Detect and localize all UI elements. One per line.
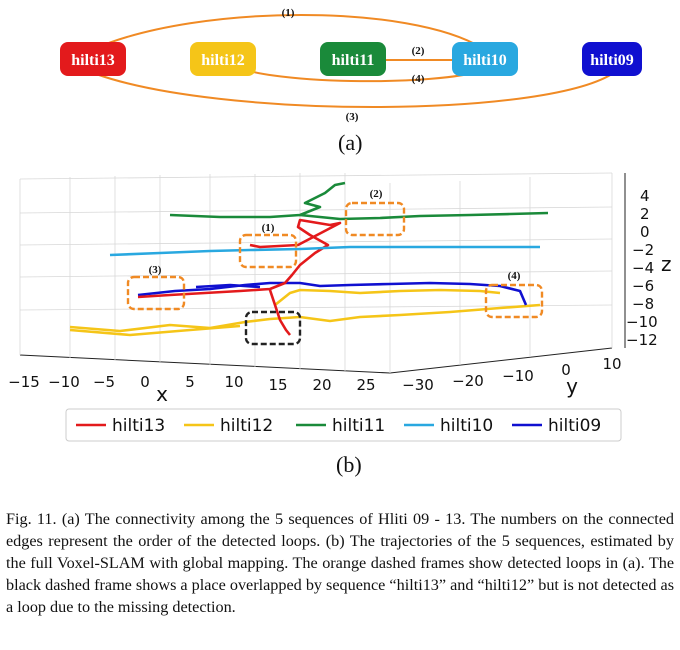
node-hilti13: hilti13: [60, 42, 126, 76]
y-axis-line: [389, 347, 613, 374]
node-label: hilti11: [332, 52, 375, 69]
z-tick: 2: [640, 205, 650, 223]
x-tick: −5: [93, 373, 115, 391]
edge-label-4: (4): [412, 73, 425, 85]
legend-label: hilti10: [440, 416, 493, 436]
loop-label-1: (1): [262, 222, 275, 234]
node-hilti12: hilti12: [190, 42, 256, 76]
x-tick: 20: [312, 376, 331, 394]
x-tick: 25: [356, 376, 375, 394]
x-tick: 15: [268, 376, 287, 394]
panel-label-a: (a): [338, 130, 363, 155]
connectivity-diagram: (1) (2) (4) (3) hilti13 hilti12 hilti11 …: [60, 7, 642, 123]
y-tick: 0: [561, 361, 571, 379]
edge-3: [95, 73, 613, 108]
legend-label: hilti11: [332, 416, 385, 436]
loop-frame-4: [484, 283, 544, 319]
trajectories: [69, 181, 549, 337]
loop-label-3: (3): [149, 264, 162, 276]
node-label: hilti13: [71, 52, 115, 69]
x-tick: 5: [185, 373, 195, 391]
node-box: [452, 42, 518, 76]
y-tick-labels: −30 −20 −10 0 10: [402, 355, 621, 394]
edge-label-1: (1): [282, 7, 295, 19]
node-label: hilti10: [463, 52, 507, 69]
legend-item-hilti13: hilti13: [76, 416, 165, 436]
y-tick: −10: [502, 367, 534, 385]
z-tick: −10: [626, 313, 658, 331]
node-box: [320, 42, 386, 76]
axes-frame: [19, 173, 626, 374]
z-axis-label: z: [661, 252, 672, 276]
legend-item-hilti09: hilti09: [512, 416, 601, 436]
edge-1: [95, 14, 483, 49]
z-tick: −2: [632, 241, 654, 259]
y-tick: −20: [452, 372, 484, 390]
loop-frame-3: [126, 275, 186, 311]
loop-label-2: (2): [370, 188, 383, 200]
node-box: [190, 42, 256, 76]
z-tick: 0: [640, 223, 650, 241]
node-box: [582, 42, 642, 76]
legend-item-hilti10: hilti10: [404, 416, 493, 436]
z-tick: 4: [640, 187, 650, 205]
y-tick: 10: [602, 355, 621, 373]
loop-frame-1: [238, 233, 298, 269]
node-hilti09: hilti09: [582, 42, 642, 76]
x-tick: 10: [224, 373, 243, 391]
legend-item-hilti11: hilti11: [296, 416, 385, 436]
x-tick-labels: −15 −10 −5 0 5 10 15 20 25: [8, 373, 375, 394]
z-tick: −12: [626, 331, 658, 349]
legend: hilti13 hilti12 hilti11 hilti10 hilti09: [65, 408, 622, 442]
node-label: hilti12: [201, 52, 245, 69]
x-tick: −10: [48, 373, 80, 391]
x-axis-line: [19, 354, 391, 374]
grid-lines: [19, 172, 613, 373]
legend-label: hilti09: [548, 416, 601, 436]
trajectory-hilti10: [109, 245, 540, 257]
trajectory-hilti11: [169, 181, 549, 221]
edge-label-3: (3): [346, 111, 359, 123]
legend-box: [65, 408, 622, 442]
legend-item-hilti12: hilti12: [184, 416, 273, 436]
node-box: [60, 42, 126, 76]
loop-frame-2: [344, 201, 406, 237]
node-label: hilti09: [590, 52, 634, 69]
figure-caption: Fig. 11. (a) The connectivity among the …: [6, 508, 674, 618]
missed-loop-frame: [244, 310, 302, 346]
x-tick: 0: [140, 373, 150, 391]
loop-frames: [126, 201, 544, 346]
trajectory-plot: (1) (2) (3) (4) −15 −10 −5 0 5 10 15 20 …: [8, 172, 672, 442]
node-hilti10: hilti10: [452, 42, 518, 76]
y-axis-label: y: [566, 374, 578, 398]
z-tick-labels: 4 2 0 −2 −4 −6 −8 −10 −12: [626, 187, 658, 349]
loop-label-4: (4): [508, 270, 521, 282]
legend-label: hilti12: [220, 416, 273, 436]
edge-label-2: (2): [412, 45, 425, 57]
legend-label: hilti13: [112, 416, 165, 436]
y-tick: −30: [402, 376, 434, 394]
x-tick: −15: [8, 373, 40, 391]
caption-text: Fig. 11. (a) The connectivity among the …: [6, 510, 674, 616]
z-tick: −4: [632, 259, 654, 277]
z-tick: −8: [632, 295, 654, 313]
x-axis-label: x: [156, 382, 168, 406]
z-tick: −6: [632, 277, 654, 295]
panel-label-b: (b): [336, 452, 362, 477]
node-hilti11: hilti11: [320, 42, 386, 76]
